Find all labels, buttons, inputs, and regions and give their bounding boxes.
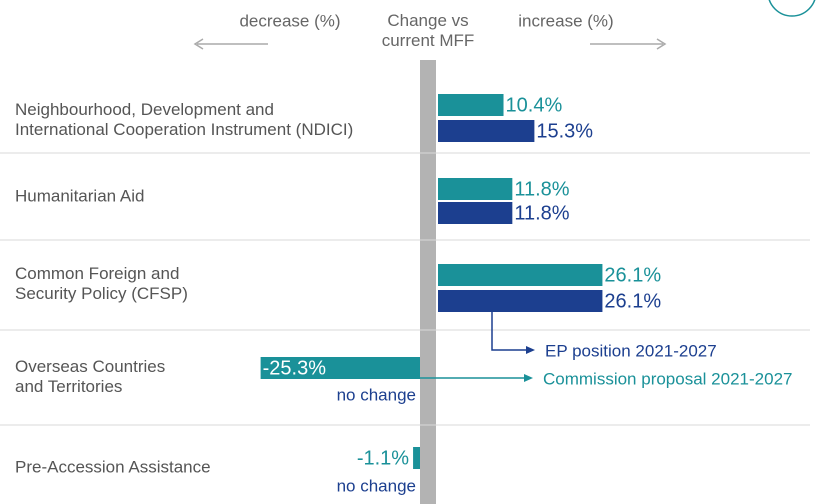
legend-label: EP position 2021-2027	[545, 341, 717, 360]
bar	[438, 290, 603, 312]
decor-circle	[768, 0, 816, 17]
value-label: 11.8%	[514, 202, 569, 224]
legend-label: Commission proposal 2021-2027	[543, 369, 792, 388]
bar	[438, 94, 504, 116]
value-label: -1.1%	[357, 447, 409, 469]
increase-arrow-head	[656, 38, 667, 50]
bar	[438, 264, 603, 286]
bar	[438, 120, 535, 142]
bar	[438, 178, 513, 200]
bar	[438, 202, 513, 224]
bar	[260, 357, 420, 379]
value-label: 26.1%	[604, 264, 661, 286]
category-label: Pre-Accession Assistance	[15, 457, 211, 476]
header-left: decrease (%)	[239, 11, 340, 30]
category-label: Neighbourhood, Development and Internatio…	[15, 100, 353, 139]
value-label: -25.3%	[263, 357, 327, 379]
header-center: Change vs current MFF	[382, 11, 475, 50]
category-label: Common Foreign and Security Policy (CFSP)	[15, 264, 188, 303]
decrease-arrow-head	[193, 38, 204, 50]
value-label: 10.4%	[506, 94, 563, 116]
legend-connector	[491, 311, 530, 351]
bar	[413, 447, 420, 469]
header-right: increase (%)	[518, 11, 613, 30]
category-label: Humanitarian Aid	[15, 186, 144, 205]
value-label: 11.8%	[514, 178, 569, 200]
legend-arrow	[526, 346, 535, 354]
value-label: 15.3%	[536, 120, 593, 142]
zero-band	[420, 60, 436, 504]
value-label: 26.1%	[604, 290, 661, 312]
value-label: no change	[337, 385, 416, 404]
category-label: Overseas Countries and Territories	[15, 357, 165, 396]
value-label: no change	[337, 476, 416, 495]
legend-arrow	[524, 374, 533, 382]
